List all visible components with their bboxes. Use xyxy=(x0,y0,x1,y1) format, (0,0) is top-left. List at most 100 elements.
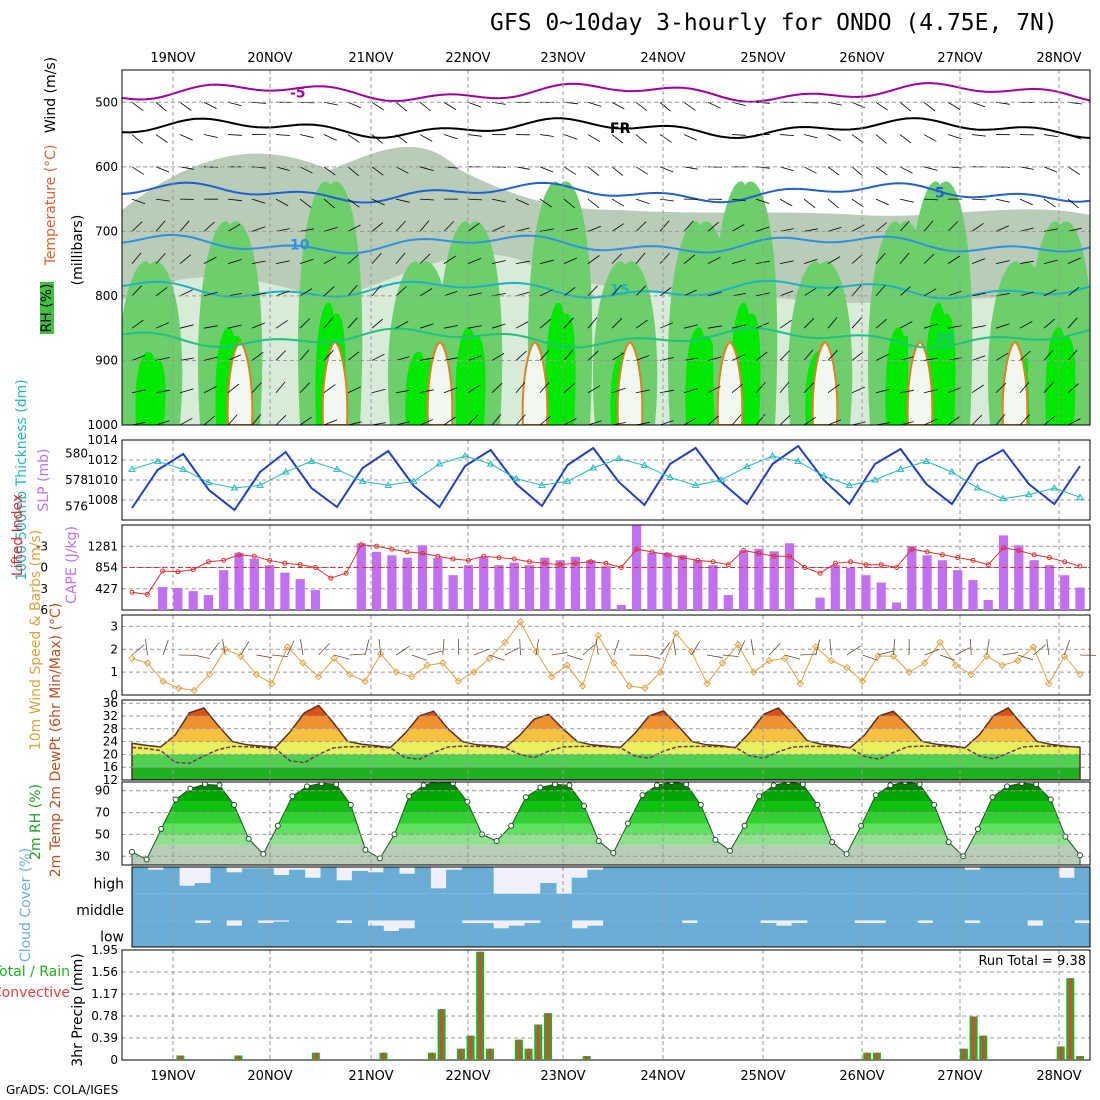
cloud-bar xyxy=(933,920,950,947)
rh-point xyxy=(172,796,179,803)
precip-convective-bar xyxy=(585,1056,589,1060)
li-point xyxy=(848,559,854,565)
wind-barb xyxy=(323,198,335,209)
top-date-label: 23NOV xyxy=(540,51,585,66)
li-point xyxy=(603,560,609,566)
thickness-point xyxy=(1024,490,1033,498)
wind-speed-point xyxy=(874,652,882,660)
wind-barb xyxy=(155,322,169,329)
cloud-bar xyxy=(273,875,290,894)
cloud-bar xyxy=(304,893,321,921)
cloud-bar xyxy=(728,893,745,921)
wind-barb xyxy=(347,351,360,361)
rh-ytick: 70 xyxy=(95,806,110,820)
precip-convective-bar xyxy=(981,1035,985,1060)
wind-speed-point xyxy=(314,673,323,681)
cloud-bar xyxy=(493,928,510,947)
wind-speed-point xyxy=(252,670,261,679)
cloud-bar xyxy=(713,867,730,894)
wind-barb xyxy=(875,222,888,232)
wind-barb xyxy=(539,318,552,329)
cape-bar xyxy=(998,535,1009,610)
li-point xyxy=(420,550,425,556)
cloud-bar xyxy=(885,920,902,947)
wind-barb xyxy=(467,222,480,232)
wind-barb xyxy=(731,198,746,202)
precip-convective-bar xyxy=(469,1035,473,1060)
wind-barb xyxy=(755,198,770,204)
wind-speed-point xyxy=(827,657,836,665)
wind-barb xyxy=(755,414,766,425)
cloud-bar xyxy=(320,920,337,947)
rh-point xyxy=(231,801,238,808)
wind-barb xyxy=(851,254,863,264)
wind-barb xyxy=(563,349,574,361)
cloud-bar xyxy=(304,877,321,894)
wind-barb xyxy=(155,220,166,232)
surface-wind-barb xyxy=(427,650,443,656)
wind-barb xyxy=(131,221,143,232)
surface-dry-slot xyxy=(906,340,934,425)
cloud-bar xyxy=(1042,893,1060,921)
precip-legend-total: Total / Rain xyxy=(0,964,70,980)
wind-barb xyxy=(347,134,360,143)
cape-bar xyxy=(769,551,779,610)
precip-ytick: 1.17 xyxy=(91,987,118,1001)
wind-barb xyxy=(179,357,194,361)
wind-barb xyxy=(467,101,482,108)
wind-barb xyxy=(131,166,145,175)
rh-plume xyxy=(437,221,503,425)
wind-speed-point xyxy=(641,684,649,692)
top-date-label: 21NOV xyxy=(348,51,393,66)
li-point xyxy=(450,556,456,562)
wind-barb xyxy=(947,416,960,425)
surface-wind-barb xyxy=(256,654,273,659)
wind-speed-point xyxy=(625,682,634,690)
wind-barb xyxy=(731,383,744,394)
bottom-date-label: 19NOV xyxy=(150,1069,195,1084)
cape-bar xyxy=(417,545,428,610)
wind-speed-point xyxy=(330,654,338,663)
wind-barb xyxy=(299,318,311,329)
wind-speed-point xyxy=(563,661,571,669)
cape-bar xyxy=(494,565,504,610)
wind-barb xyxy=(875,166,888,176)
cape-bar xyxy=(937,560,947,610)
cape-bar xyxy=(203,595,213,610)
surface-wind-barb xyxy=(131,644,145,656)
upper-air-ytick: 900 xyxy=(95,353,118,367)
wind-barb xyxy=(635,252,646,264)
wind-barb xyxy=(827,226,842,232)
precip-legend-convective: Convective xyxy=(0,985,70,1001)
cloud-bar xyxy=(760,893,777,921)
wind-barb xyxy=(275,260,290,265)
cloud-bar xyxy=(147,869,164,894)
slp-frame xyxy=(121,439,1091,521)
wind-barb xyxy=(947,325,962,329)
wind-barb xyxy=(755,226,770,232)
wind-speed-point xyxy=(376,650,385,658)
cape-bar xyxy=(295,579,305,610)
cape-bar xyxy=(1060,575,1070,610)
wind-barb xyxy=(851,101,866,109)
wind-barb xyxy=(683,166,698,170)
cape-bar xyxy=(280,572,290,610)
li-point xyxy=(297,562,303,568)
wind-speed-point xyxy=(936,638,944,647)
cloud-bar xyxy=(775,893,793,921)
cloud-bar xyxy=(901,920,918,947)
cloud-bar xyxy=(383,867,400,894)
wind-barb xyxy=(971,198,987,201)
rh-point xyxy=(712,836,719,843)
wind-barb xyxy=(395,220,406,232)
cloud-bar xyxy=(697,893,714,921)
wind-barb xyxy=(323,227,338,232)
cloud-bar xyxy=(618,867,636,894)
surface-dry-slot xyxy=(1001,340,1029,425)
surface-wind-barb xyxy=(672,639,677,656)
cloud-bar xyxy=(179,920,196,947)
isotherm-line xyxy=(122,82,1090,103)
cloud-bar xyxy=(226,893,243,921)
surface-wind-barb xyxy=(300,639,304,656)
cloud-bar xyxy=(461,923,478,947)
